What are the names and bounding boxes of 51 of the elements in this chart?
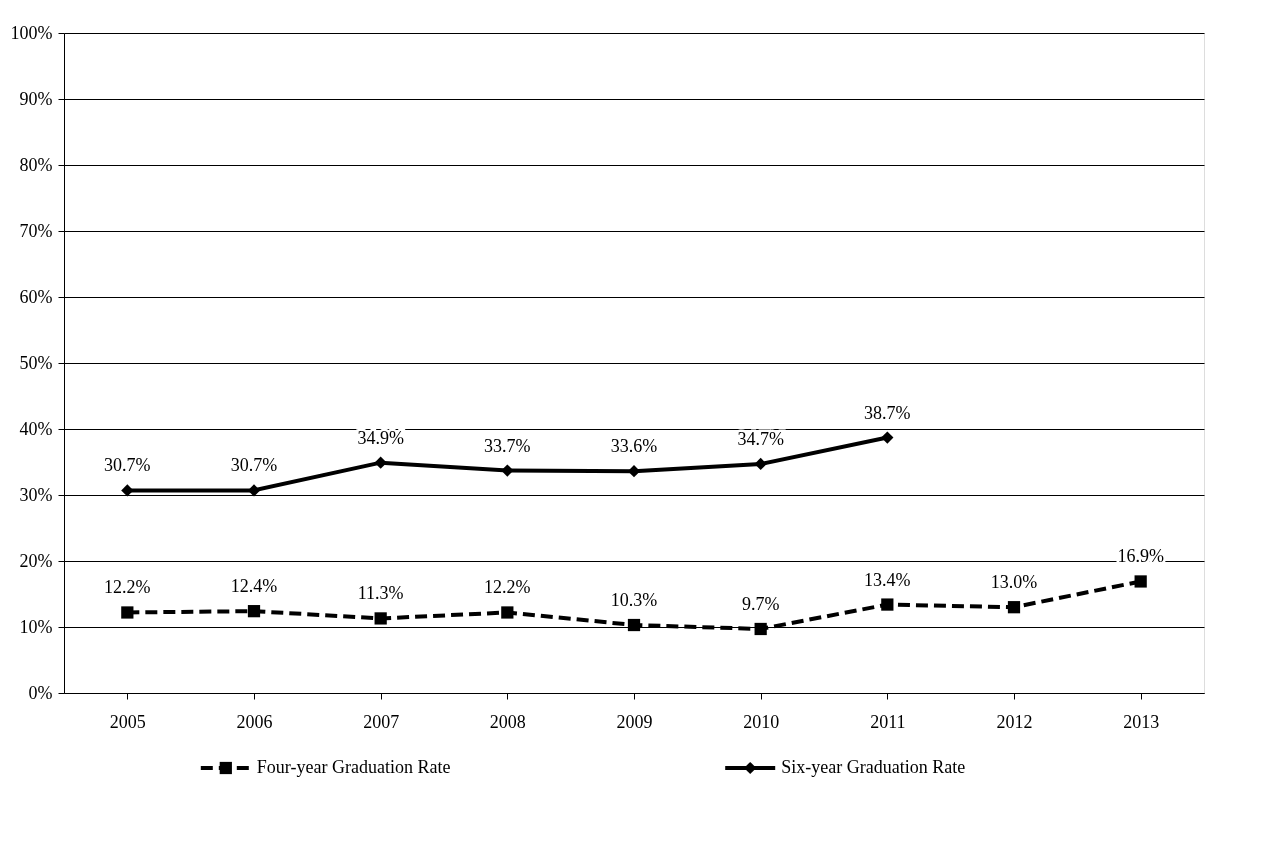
x-tick-label: 2008 (489, 711, 526, 732)
point (881, 598, 894, 611)
data-label: 33.6% (610, 436, 658, 457)
data-label: 13.0% (990, 572, 1038, 593)
point (374, 612, 387, 625)
y-tick-label: 60% (19, 286, 53, 307)
point (627, 465, 641, 478)
point (1134, 575, 1147, 588)
point (501, 606, 514, 619)
data-label: 12.4% (230, 576, 278, 597)
x-tick-label: 2012 (996, 711, 1033, 732)
data-label: 9.7% (741, 593, 780, 614)
x-tick-label: 2005 (109, 711, 146, 732)
x-tick-label: 2009 (616, 711, 653, 732)
y-tick-label: 40% (19, 418, 53, 439)
y-tick-label: 0% (28, 682, 53, 703)
x-tick-label: 2013 (1123, 711, 1160, 732)
data-label: 30.7% (104, 455, 151, 476)
data-label: 30.7% (230, 455, 278, 476)
point (627, 618, 641, 632)
point (754, 622, 767, 636)
y-tick-label: 100% (10, 22, 53, 43)
x-tick-label: 2010 (743, 711, 780, 732)
y-tick-label: 70% (19, 220, 53, 241)
point (881, 431, 894, 444)
data-label: 12.2% (484, 577, 531, 598)
data-label: 34.7% (737, 428, 784, 449)
y-tick-label: 10% (19, 616, 53, 637)
y-tick-label: 30% (19, 484, 53, 505)
x-tick-label: 2006 (236, 711, 273, 732)
y-tick-label: 80% (19, 154, 53, 175)
point (247, 605, 261, 618)
y-tick-label: 50% (19, 352, 53, 373)
point (121, 606, 134, 619)
legend-label: Four-year Graduation Rate (256, 757, 451, 777)
data-label: 33.7% (484, 435, 531, 456)
x-tick-label: 2007 (363, 711, 400, 732)
data-label: 13.4% (864, 569, 911, 590)
point (1007, 601, 1021, 614)
data-label: 38.7% (864, 402, 911, 423)
point (754, 457, 767, 471)
data-label: 34.9% (357, 427, 404, 448)
point (247, 484, 261, 497)
point (374, 456, 387, 469)
data-label: 12.2% (104, 577, 151, 598)
data-label: 10.3% (610, 590, 658, 611)
y-tick-label: 90% (19, 88, 53, 109)
legend-label: Six-year Graduation Rate (781, 757, 966, 777)
x-tick-label: 2011 (870, 711, 906, 732)
y-tick-label: 20% (19, 550, 53, 571)
data-label: 11.3% (357, 583, 404, 604)
